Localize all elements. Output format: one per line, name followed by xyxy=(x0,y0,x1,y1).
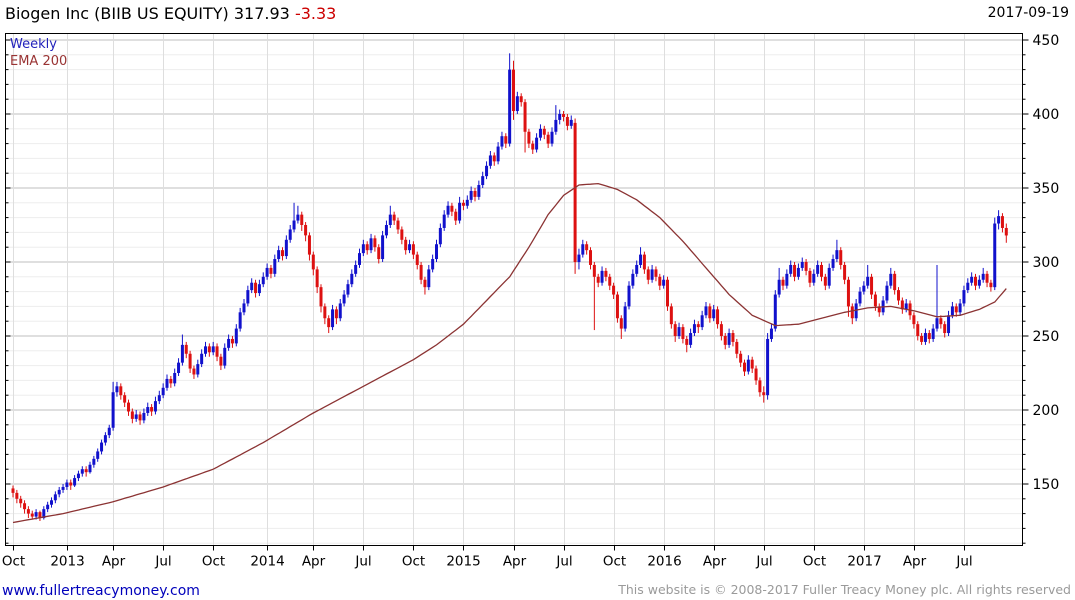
svg-text:Apr: Apr xyxy=(703,554,727,570)
svg-text:Apr: Apr xyxy=(302,554,326,570)
svg-text:Oct: Oct xyxy=(603,554,626,570)
svg-text:Oct: Oct xyxy=(803,554,826,570)
copyright-text: This website is © 2008-2017 Fuller Treac… xyxy=(618,582,1071,597)
svg-text:Apr: Apr xyxy=(903,554,927,570)
svg-text:2016: 2016 xyxy=(647,554,681,570)
svg-text:Apr: Apr xyxy=(102,554,126,570)
svg-text:2014: 2014 xyxy=(250,554,284,570)
price-change: -3.33 xyxy=(294,4,337,23)
legend-ema: EMA 200 xyxy=(10,54,68,69)
as-of-date: 2017-09-19 xyxy=(987,5,1069,21)
svg-text:400: 400 xyxy=(1033,107,1060,123)
svg-text:200: 200 xyxy=(1033,403,1060,419)
svg-text:300: 300 xyxy=(1033,255,1060,271)
svg-text:2017: 2017 xyxy=(847,554,881,570)
last-price: 317.93 xyxy=(233,4,290,23)
svg-text:2015: 2015 xyxy=(446,554,480,570)
svg-text:450: 450 xyxy=(1033,33,1060,49)
svg-text:Oct: Oct xyxy=(2,554,25,570)
svg-text:150: 150 xyxy=(1033,477,1060,493)
svg-text:Jul: Jul xyxy=(755,554,772,570)
legend-timeframe: Weekly xyxy=(10,37,57,52)
svg-text:Apr: Apr xyxy=(503,554,527,570)
svg-text:Jul: Jul xyxy=(555,554,572,570)
svg-text:350: 350 xyxy=(1033,181,1060,197)
svg-text:Oct: Oct xyxy=(402,554,425,570)
chart-legend: Weekly EMA 200 xyxy=(10,36,67,70)
svg-text:Jul: Jul xyxy=(154,554,171,570)
website-link[interactable]: www.fullertreacymoney.com xyxy=(2,583,200,599)
svg-text:Jul: Jul xyxy=(354,554,371,570)
svg-text:Oct: Oct xyxy=(202,554,225,570)
svg-text:250: 250 xyxy=(1033,329,1060,345)
instrument-name: Biogen Inc (BIIB US EQUITY) xyxy=(5,4,229,23)
chart-title: Biogen Inc (BIIB US EQUITY) 317.93 -3.33 xyxy=(5,4,336,23)
svg-text:Jul: Jul xyxy=(955,554,972,570)
svg-text:2013: 2013 xyxy=(50,554,84,570)
